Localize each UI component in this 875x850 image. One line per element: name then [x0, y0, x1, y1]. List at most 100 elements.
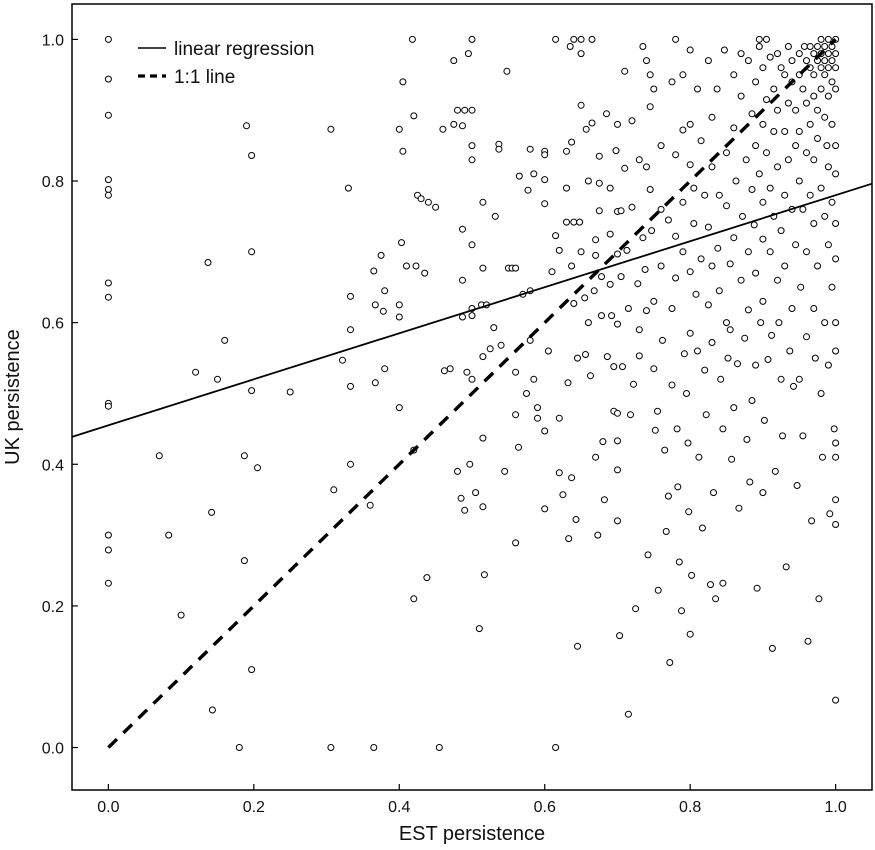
data-point [370, 267, 378, 275]
data-point [592, 251, 600, 259]
data-point [243, 122, 250, 130]
data-point [726, 326, 734, 334]
data-point [699, 524, 706, 532]
data-point [347, 382, 354, 390]
data-point [563, 147, 570, 155]
data-point [468, 106, 476, 114]
data-point [788, 305, 796, 312]
data-point [774, 50, 781, 58]
data-point [512, 368, 520, 376]
data-point [664, 216, 672, 224]
data-point [752, 78, 760, 86]
data-point [643, 57, 650, 65]
data-point [817, 35, 825, 43]
data-point [741, 334, 749, 342]
x-tick-label: 0.0 [97, 799, 119, 816]
data-point [824, 241, 832, 249]
data-point [588, 119, 596, 127]
data-point [688, 571, 696, 579]
data-point [824, 35, 832, 43]
data-point [755, 43, 763, 50]
data-point [617, 273, 625, 281]
data-point [774, 163, 781, 171]
regression-line [71, 182, 873, 438]
data-point [515, 172, 523, 180]
y-tick-label: 0.2 [42, 599, 64, 616]
data-point [104, 293, 112, 301]
data-point [824, 64, 832, 72]
data-point [782, 563, 790, 571]
data-point [623, 246, 631, 254]
data-point [606, 184, 614, 192]
data-point [366, 501, 374, 509]
data-point [683, 390, 690, 397]
data-point [746, 478, 754, 486]
data-point [450, 57, 458, 65]
data-point [399, 78, 407, 86]
data-point [752, 361, 760, 369]
data-point [570, 300, 578, 307]
data-point [832, 453, 840, 461]
data-point [327, 744, 335, 751]
data-point [784, 99, 792, 107]
x-tick-label: 1.0 [825, 799, 847, 816]
data-point [832, 142, 840, 150]
data-point [759, 489, 767, 497]
data-point [639, 234, 647, 242]
data-point [606, 230, 614, 238]
data-point [784, 156, 792, 164]
data-point [614, 120, 621, 128]
data-point [598, 273, 605, 281]
data-point [480, 571, 488, 579]
data-point [810, 156, 818, 164]
data-point [832, 85, 840, 93]
data-point [457, 494, 465, 502]
data-point [814, 262, 821, 270]
data-point [803, 57, 810, 65]
data-point [423, 574, 431, 582]
data-point [497, 341, 505, 349]
data-point [577, 248, 585, 256]
axis-ticks: 0.0 0.2 0.4 0.6 0.8 1.0 0.0 0.2 0.4 0.6 0.8 1.0 [42, 32, 847, 816]
data-point [766, 53, 774, 61]
data-point [795, 128, 803, 135]
data-point [737, 50, 745, 58]
data-point [479, 503, 487, 511]
data-point [612, 147, 620, 155]
data-point [654, 407, 661, 415]
data-point [590, 287, 598, 295]
data-point [381, 287, 389, 295]
data-point [370, 744, 378, 751]
data-point [104, 186, 112, 193]
y-tick-label: 1.0 [42, 32, 64, 49]
data-point [204, 259, 212, 266]
data-point [708, 262, 716, 270]
data-point [523, 390, 530, 397]
data-point [408, 35, 416, 43]
data-point [832, 255, 840, 263]
data-point [412, 262, 420, 270]
data-point [559, 491, 567, 499]
data-point [708, 163, 716, 171]
data-point [479, 198, 487, 206]
data-point [823, 142, 831, 150]
data-point [600, 496, 608, 504]
data-point [570, 35, 578, 43]
data-point [165, 531, 173, 539]
data-point [788, 57, 796, 65]
data-point [759, 235, 767, 243]
data-point [635, 156, 643, 164]
data-point [685, 508, 693, 516]
data-point [799, 432, 807, 440]
data-point [582, 351, 589, 358]
data-point [657, 262, 665, 270]
data-point [715, 287, 723, 295]
data-point [768, 331, 776, 339]
data-point [730, 404, 738, 412]
data-point [347, 326, 354, 334]
data-point [104, 111, 112, 119]
data-point [766, 184, 774, 192]
data-point [702, 411, 710, 419]
data-point [752, 269, 760, 277]
